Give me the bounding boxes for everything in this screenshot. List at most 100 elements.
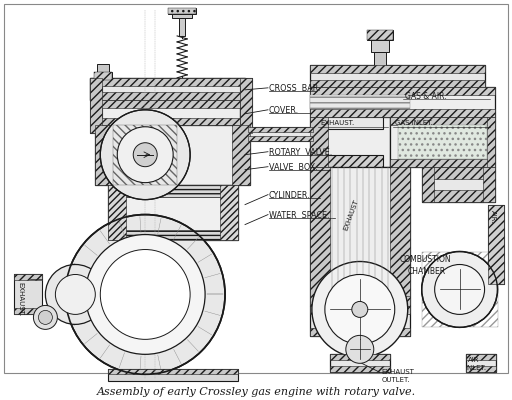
- Bar: [14, 308, 42, 314]
- Bar: [108, 369, 238, 374]
- Bar: [465, 354, 496, 372]
- Bar: [248, 127, 313, 141]
- Text: COVER.: COVER.: [269, 106, 299, 115]
- Bar: [108, 230, 238, 240]
- Circle shape: [66, 214, 225, 374]
- Bar: [310, 117, 390, 167]
- Bar: [483, 167, 495, 202]
- Bar: [90, 78, 102, 133]
- Bar: [90, 92, 245, 100]
- Bar: [390, 117, 495, 167]
- Bar: [179, 18, 185, 36]
- Bar: [318, 155, 383, 167]
- Bar: [100, 118, 240, 125]
- Bar: [248, 127, 313, 132]
- Bar: [422, 190, 495, 202]
- Text: INLET.: INLET.: [465, 365, 487, 371]
- Bar: [310, 80, 484, 87]
- Bar: [371, 40, 389, 52]
- Circle shape: [33, 306, 57, 329]
- Bar: [367, 30, 393, 40]
- Bar: [310, 306, 410, 336]
- Circle shape: [117, 127, 173, 183]
- Bar: [90, 78, 245, 86]
- Bar: [367, 30, 393, 40]
- Circle shape: [435, 264, 484, 314]
- Bar: [168, 8, 196, 14]
- Text: EXHAUST.: EXHAUST.: [17, 282, 24, 316]
- Bar: [310, 328, 410, 336]
- Bar: [374, 52, 386, 66]
- Circle shape: [133, 143, 157, 167]
- Bar: [310, 167, 330, 306]
- Circle shape: [325, 274, 395, 344]
- Circle shape: [38, 310, 52, 324]
- Bar: [248, 136, 313, 141]
- Bar: [330, 354, 390, 372]
- Bar: [95, 125, 250, 185]
- Bar: [310, 65, 484, 87]
- Bar: [398, 125, 486, 159]
- Bar: [172, 14, 192, 18]
- Bar: [487, 205, 503, 284]
- Bar: [390, 117, 495, 125]
- Bar: [108, 185, 126, 240]
- Bar: [100, 100, 240, 108]
- Bar: [310, 306, 410, 314]
- Bar: [330, 366, 390, 372]
- Bar: [113, 125, 177, 185]
- Bar: [310, 87, 495, 95]
- Bar: [14, 274, 42, 280]
- Circle shape: [312, 262, 408, 357]
- Bar: [486, 117, 495, 167]
- Text: Assembly of early Crossley gas engine with rotary valve.: Assembly of early Crossley gas engine wi…: [96, 387, 416, 397]
- Bar: [90, 78, 102, 133]
- Bar: [310, 95, 410, 109]
- Text: WATER  SPACE.: WATER SPACE.: [269, 210, 330, 220]
- Text: AIR: AIR: [467, 357, 479, 363]
- Circle shape: [55, 274, 95, 314]
- Text: AIR.: AIR.: [489, 210, 496, 223]
- Bar: [108, 185, 238, 197]
- Text: CYLINDER.: CYLINDER.: [269, 191, 311, 200]
- Text: EXHAUST: EXHAUST: [382, 369, 415, 375]
- Bar: [390, 159, 495, 167]
- Bar: [318, 117, 383, 129]
- Circle shape: [422, 252, 498, 327]
- Bar: [97, 64, 109, 74]
- Bar: [14, 274, 42, 314]
- Bar: [94, 72, 112, 80]
- Text: OUTLET.: OUTLET.: [382, 377, 411, 383]
- Text: CHAMBER: CHAMBER: [408, 268, 446, 276]
- Text: ROTARY  VALVE.: ROTARY VALVE.: [269, 148, 332, 157]
- Circle shape: [86, 234, 205, 354]
- Circle shape: [100, 110, 190, 200]
- Circle shape: [46, 264, 105, 324]
- Bar: [108, 185, 238, 240]
- Bar: [422, 167, 434, 202]
- Bar: [310, 65, 484, 73]
- Circle shape: [346, 335, 374, 363]
- Bar: [100, 100, 240, 125]
- Text: GAS INLET.: GAS INLET.: [395, 120, 433, 126]
- Circle shape: [100, 250, 190, 339]
- Text: CROSS  BAR.: CROSS BAR.: [269, 84, 321, 93]
- Bar: [95, 125, 113, 185]
- Bar: [310, 117, 328, 167]
- Bar: [94, 72, 112, 80]
- Bar: [310, 109, 495, 117]
- Circle shape: [352, 302, 368, 317]
- Bar: [330, 354, 390, 360]
- Bar: [310, 167, 410, 306]
- Bar: [422, 167, 495, 179]
- Text: EXHAUST: EXHAUST: [343, 199, 360, 232]
- Bar: [108, 369, 238, 381]
- Text: COMBUSTION: COMBUSTION: [400, 254, 452, 264]
- Text: VALVE  BOX.: VALVE BOX.: [269, 163, 318, 172]
- Bar: [168, 8, 196, 14]
- Bar: [422, 167, 495, 202]
- Bar: [220, 185, 238, 240]
- Bar: [465, 366, 496, 372]
- Bar: [422, 252, 498, 327]
- Bar: [390, 167, 410, 306]
